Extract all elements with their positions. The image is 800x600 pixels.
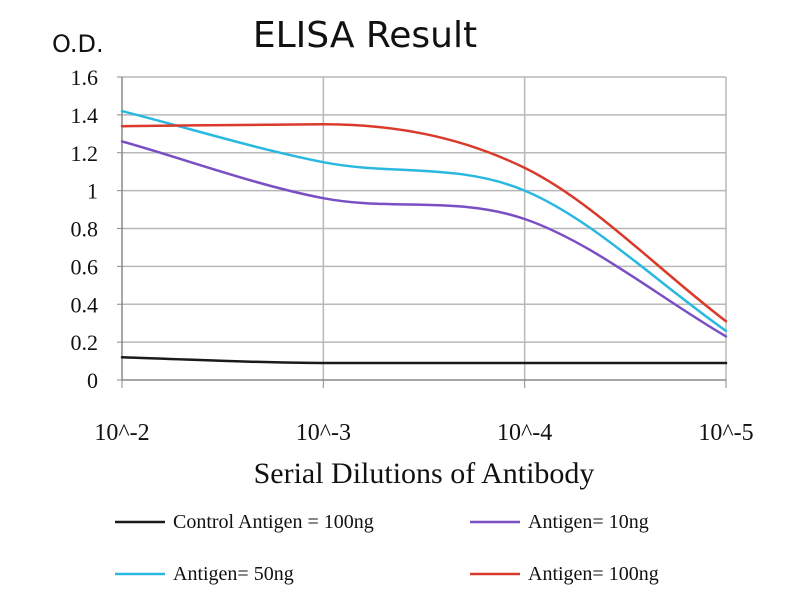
series-line-0 [120, 356, 728, 365]
x-axis-label: Serial Dilutions of Antibody [254, 457, 595, 490]
y-tick-label: 0 [87, 368, 98, 393]
grid-lines [122, 76, 727, 380]
x-tick-label: 10^-4 [497, 420, 552, 446]
x-tick-labels: 10^-2 10^-3 10^-4 10^-5 [94, 420, 753, 446]
y-tick-labels: 0 0.2 0.4 0.6 0.8 1 1.2 1.4 1.6 [71, 65, 99, 393]
y-tick-label: 1.6 [71, 65, 99, 90]
y-tick-label: 1.2 [71, 141, 99, 166]
x-tick-label: 10^-3 [296, 420, 351, 446]
y-axis-label: O.D. [52, 30, 104, 58]
legend-item-3: Antigen= 100ng [470, 563, 659, 585]
legend-item-2: Antigen= 50ng [115, 563, 294, 585]
series-line-3 [120, 123, 728, 323]
legend: Control Antigen = 100ng Antigen= 10ng Anti… [115, 511, 659, 585]
y-tick-label: 1 [87, 179, 98, 204]
y-tick-label: 1.4 [71, 103, 99, 128]
legend-item-0: Control Antigen = 100ng [115, 511, 374, 533]
y-tick-label: 0.4 [71, 292, 99, 317]
x-tick-label: 10^-5 [698, 420, 753, 446]
x-tick-label: 10^-2 [94, 420, 149, 446]
legend-item-1: Antigen= 10ng [470, 511, 649, 533]
legend-label: Antigen= 100ng [528, 563, 659, 585]
legend-label: Antigen= 50ng [173, 563, 294, 585]
y-tick-label: 0.6 [71, 254, 99, 279]
axes [117, 76, 727, 388]
legend-label: Control Antigen = 100ng [173, 511, 374, 533]
legend-label: Antigen= 10ng [528, 511, 649, 533]
series-line-2 [120, 109, 728, 333]
y-tick-label: 0.2 [71, 330, 99, 355]
chart-title: ELISA Result [253, 15, 477, 56]
y-tick-label: 0.8 [71, 217, 99, 242]
series-lines [120, 109, 728, 365]
series-line-1 [120, 140, 728, 338]
